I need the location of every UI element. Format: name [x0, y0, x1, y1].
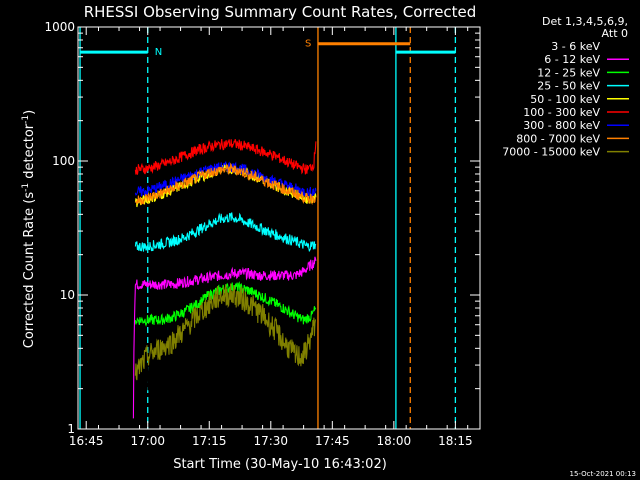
x-tick-label-5: 18:00	[377, 434, 412, 448]
x-tick-label-4: 17:45	[315, 434, 350, 448]
footer-date: 15-Oct-2021 00:13	[570, 470, 636, 478]
series-lines	[132, 139, 317, 419]
series-line-5	[134, 139, 317, 175]
series-line-7	[134, 162, 317, 206]
legend-header-1: Att 0	[602, 27, 628, 40]
y-tick-label-0: 1	[67, 422, 75, 436]
series-line-3	[134, 212, 317, 252]
legend-entry-6: 300 - 800 keV	[523, 119, 600, 132]
x-tick-label-2: 17:15	[192, 434, 227, 448]
series-line-8	[134, 283, 317, 381]
y-axis-label: Corrected Count Rate (s-1 detector-1)	[21, 110, 37, 348]
x-tick-label-6: 18:15	[438, 434, 473, 448]
x-tick-label-1: 17:00	[130, 434, 165, 448]
axis-ticks: 16:45 17:00 17:15 17:30 17:45 18:00 18:15 1 10 10…	[44, 20, 480, 448]
legend-entry-8: 7000 - 15000 keV	[502, 146, 600, 159]
y-tick-label-1: 10	[60, 288, 75, 302]
saa-label: S	[305, 39, 311, 50]
legend-entry-3: 25 - 50 keV	[537, 80, 600, 93]
legend-entry-7: 800 - 7000 keV	[516, 132, 600, 145]
y-axis-label-sup2: -1	[21, 115, 31, 124]
legend-entry-4: 50 - 100 keV	[530, 93, 600, 106]
legend-entry-0: 3 - 6 keV	[551, 40, 600, 53]
legend-entry-2: 12 - 25 keV	[537, 66, 600, 79]
y-axis-label-part2: detector	[22, 123, 37, 183]
status-bars: NS	[80, 39, 456, 58]
y-axis-label-sup1: -1	[21, 183, 31, 192]
x-axis-label: Start Time (30-May-10 16:43:02)	[173, 457, 387, 472]
axes-frame	[77, 26, 481, 430]
chart-title: RHESSI Observing Summary Count Rates, Co…	[84, 3, 477, 21]
vertical-markers	[79, 27, 457, 429]
legend-entry-5: 100 - 300 keV	[523, 106, 600, 119]
series-line-6	[134, 161, 317, 199]
x-tick-label-0: 16:45	[69, 434, 104, 448]
y-axis-label-part3: )	[22, 110, 37, 115]
y-tick-label-3: 1000	[44, 20, 75, 34]
series-line-1	[132, 256, 317, 419]
legend-header-0: Det 1,3,4,5,6,9,	[542, 15, 628, 28]
y-tick-label-2: 100	[52, 154, 75, 168]
y-axis-label-part1: Corrected Count Rate (s	[22, 192, 37, 349]
plot-frame	[77, 26, 481, 430]
x-tick-label-3: 17:30	[253, 434, 288, 448]
legend-entry-1: 6 - 12 keV	[544, 53, 600, 66]
night-label: N	[155, 47, 162, 58]
